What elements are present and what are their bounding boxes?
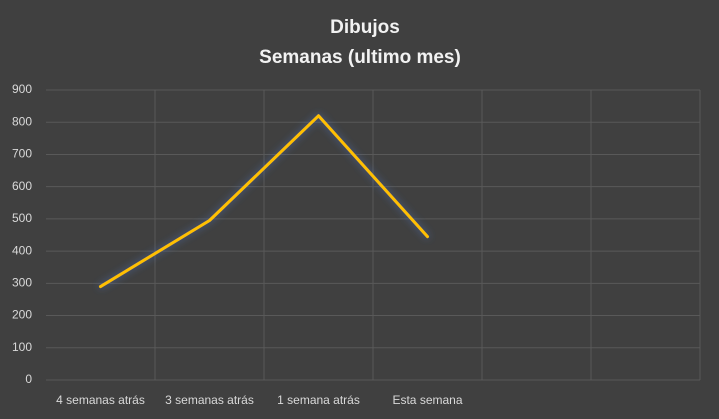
y-tick-label: 0 [25,372,32,386]
x-tick-label: Esta semana [392,393,462,407]
x-tick-label: 4 semanas atrás [56,393,145,407]
chart-title: Dibujos [330,17,400,38]
x-tick-label: 3 semanas atrás [165,393,254,407]
y-tick-label: 800 [12,114,32,128]
y-tick-label: 500 [12,211,32,225]
y-tick-label: 900 [12,82,32,96]
y-tick-label: 700 [12,147,32,161]
y-tick-label: 200 [12,308,32,322]
y-tick-label: 400 [12,243,32,257]
chart-subtitle: Semanas (ultimo mes) [259,47,461,68]
y-tick-label: 300 [12,276,32,290]
y-tick-label: 600 [12,179,32,193]
series-line [99,114,429,289]
y-tick-label: 100 [12,340,32,354]
x-tick-label: 1 semana atrás [277,393,360,407]
